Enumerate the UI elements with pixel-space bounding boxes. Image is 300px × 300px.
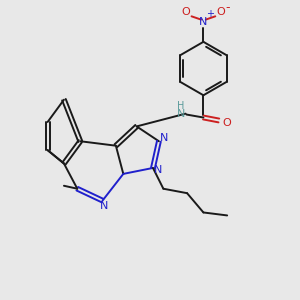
Text: +: + [206,9,214,19]
Text: O: O [222,118,231,128]
Text: N: N [199,17,208,27]
Text: H: H [177,100,184,111]
Text: N: N [160,133,168,143]
Text: -: - [226,1,230,14]
Text: O: O [217,7,226,16]
Text: N: N [154,165,163,175]
Text: O: O [181,7,190,16]
Text: N: N [100,201,108,211]
Text: N: N [176,109,185,119]
